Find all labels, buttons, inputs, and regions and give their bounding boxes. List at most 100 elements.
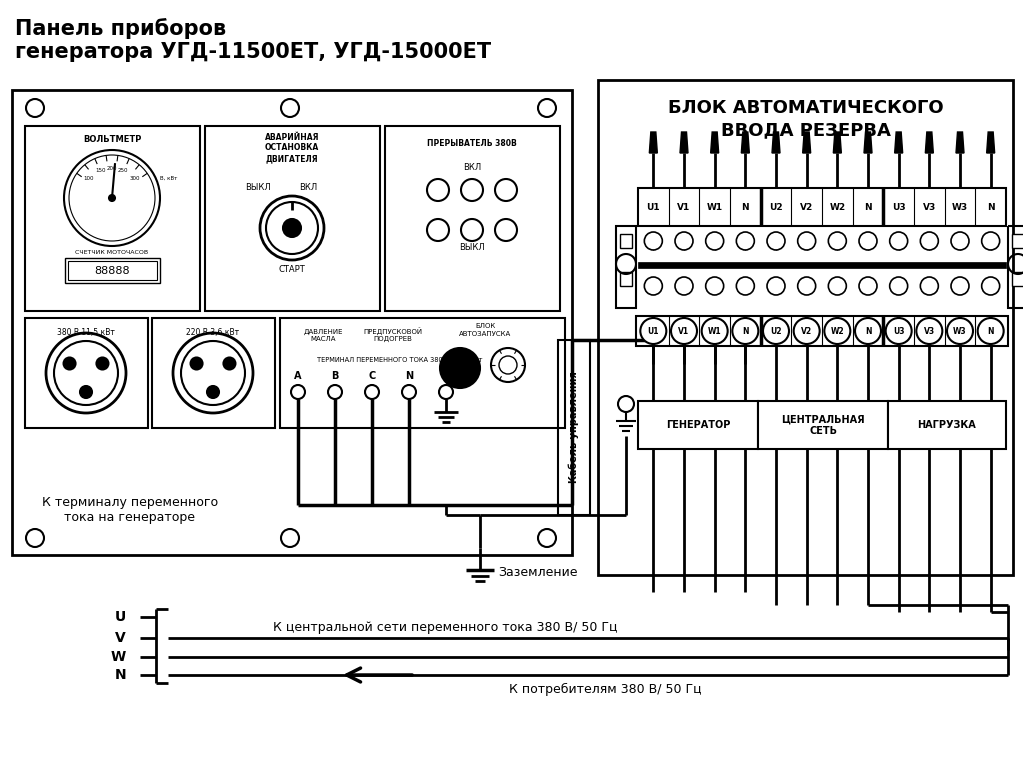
Polygon shape xyxy=(986,132,994,153)
Text: N: N xyxy=(405,371,413,381)
Text: N: N xyxy=(115,668,126,682)
Bar xyxy=(1008,226,1023,308)
Text: БЛОК
АВТОЗАПУСКА: БЛОК АВТОЗАПУСКА xyxy=(459,323,512,337)
Circle shape xyxy=(829,277,846,295)
Text: СТАРТ: СТАРТ xyxy=(278,266,306,274)
Bar xyxy=(280,318,565,428)
Circle shape xyxy=(859,232,877,250)
Bar xyxy=(616,226,636,308)
Text: ВЫКЛ: ВЫКЛ xyxy=(246,183,271,191)
Circle shape xyxy=(767,277,785,295)
Text: V3: V3 xyxy=(924,326,935,336)
Circle shape xyxy=(798,232,815,250)
Polygon shape xyxy=(803,132,810,153)
Text: U2: U2 xyxy=(769,202,783,212)
Circle shape xyxy=(921,232,938,250)
Bar xyxy=(1012,272,1023,286)
Polygon shape xyxy=(742,132,749,153)
Text: N: N xyxy=(742,326,749,336)
Text: W: W xyxy=(110,650,126,664)
Bar xyxy=(758,401,888,449)
Text: C: C xyxy=(368,371,375,381)
Bar xyxy=(12,90,572,555)
Circle shape xyxy=(921,277,938,295)
Text: 100: 100 xyxy=(84,177,94,181)
Text: К терминалу переменного
тока на генераторе: К терминалу переменного тока на генерато… xyxy=(42,496,218,524)
Circle shape xyxy=(223,358,235,369)
Bar xyxy=(65,258,160,283)
Bar xyxy=(205,126,380,311)
Text: 300: 300 xyxy=(130,177,140,181)
Polygon shape xyxy=(680,132,688,153)
Circle shape xyxy=(644,232,662,250)
Bar xyxy=(636,316,1008,346)
Text: ВОЛЬТМЕТР: ВОЛЬТМЕТР xyxy=(83,135,141,144)
Circle shape xyxy=(825,318,850,344)
Text: W1: W1 xyxy=(708,326,721,336)
Circle shape xyxy=(675,232,693,250)
Bar xyxy=(620,234,632,248)
Circle shape xyxy=(951,232,969,250)
Circle shape xyxy=(207,386,219,398)
Circle shape xyxy=(96,358,108,369)
Circle shape xyxy=(982,277,999,295)
Bar xyxy=(1012,234,1023,248)
Text: ВКЛ: ВКЛ xyxy=(299,183,317,191)
Polygon shape xyxy=(957,132,964,153)
Text: U1: U1 xyxy=(647,202,660,212)
Bar xyxy=(888,401,1006,449)
Circle shape xyxy=(859,277,877,295)
Text: N: N xyxy=(742,202,749,212)
Text: В, кВт: В, кВт xyxy=(160,176,177,180)
Text: N: N xyxy=(864,326,872,336)
Circle shape xyxy=(109,195,115,201)
Circle shape xyxy=(671,318,697,344)
Text: N: N xyxy=(987,202,994,212)
Polygon shape xyxy=(895,132,902,153)
Circle shape xyxy=(947,318,973,344)
Text: U3: U3 xyxy=(893,326,904,336)
Text: К потребителям 380 В/ 50 Гц: К потребителям 380 В/ 50 Гц xyxy=(508,683,702,696)
Text: БЛОК АВТОМАТИЧЕСКОГО: БЛОК АВТОМАТИЧЕСКОГО xyxy=(668,99,943,117)
Text: W3: W3 xyxy=(953,326,967,336)
Bar xyxy=(385,126,560,311)
Polygon shape xyxy=(650,132,658,153)
Text: V: V xyxy=(116,631,126,645)
Text: НАГРУЗКА: НАГРУЗКА xyxy=(918,420,976,430)
Text: ЦЕНТРАЛЬНАЯ
СЕТЬ: ЦЕНТРАЛЬНАЯ СЕТЬ xyxy=(782,414,864,436)
Bar xyxy=(620,272,632,286)
Circle shape xyxy=(737,277,754,295)
Circle shape xyxy=(63,358,76,369)
Polygon shape xyxy=(834,132,841,153)
Text: ТЕРМИНАЛ ПЕРЕМЕННОГО ТОКА 380 В, 11,5 кВт: ТЕРМИНАЛ ПЕРЕМЕННОГО ТОКА 380 В, 11,5 кВ… xyxy=(317,357,483,363)
Text: W1: W1 xyxy=(707,202,722,212)
Text: Кабель управления: Кабель управления xyxy=(569,372,579,483)
Polygon shape xyxy=(864,132,872,153)
Circle shape xyxy=(951,277,969,295)
Text: ВЫКЛ: ВЫКЛ xyxy=(459,244,485,252)
Circle shape xyxy=(917,318,942,344)
Bar xyxy=(638,262,1006,268)
Polygon shape xyxy=(711,132,719,153)
Text: генератора УГД-11500ЕТ, УГД-15000ЕТ: генератора УГД-11500ЕТ, УГД-15000ЕТ xyxy=(15,42,491,62)
Text: W2: W2 xyxy=(831,326,844,336)
Bar xyxy=(68,261,157,280)
Text: 88888: 88888 xyxy=(94,266,130,276)
Text: W3: W3 xyxy=(952,202,968,212)
Circle shape xyxy=(283,219,301,237)
Text: N: N xyxy=(987,326,994,336)
Text: ГЕНЕРАТОР: ГЕНЕРАТОР xyxy=(666,420,730,430)
Text: W2: W2 xyxy=(830,202,845,212)
Circle shape xyxy=(763,318,789,344)
Circle shape xyxy=(706,232,723,250)
Text: 250: 250 xyxy=(118,168,129,173)
Circle shape xyxy=(978,318,1004,344)
Bar xyxy=(638,188,1006,226)
Circle shape xyxy=(794,318,819,344)
Circle shape xyxy=(982,232,999,250)
Text: 380 В 11,5 кВт: 380 В 11,5 кВт xyxy=(57,329,115,337)
Bar xyxy=(152,318,275,428)
Circle shape xyxy=(737,232,754,250)
Text: ПРЕРЫВАТЕЛЬ 380В: ПРЕРЫВАТЕЛЬ 380В xyxy=(428,138,517,148)
Bar xyxy=(598,80,1013,575)
